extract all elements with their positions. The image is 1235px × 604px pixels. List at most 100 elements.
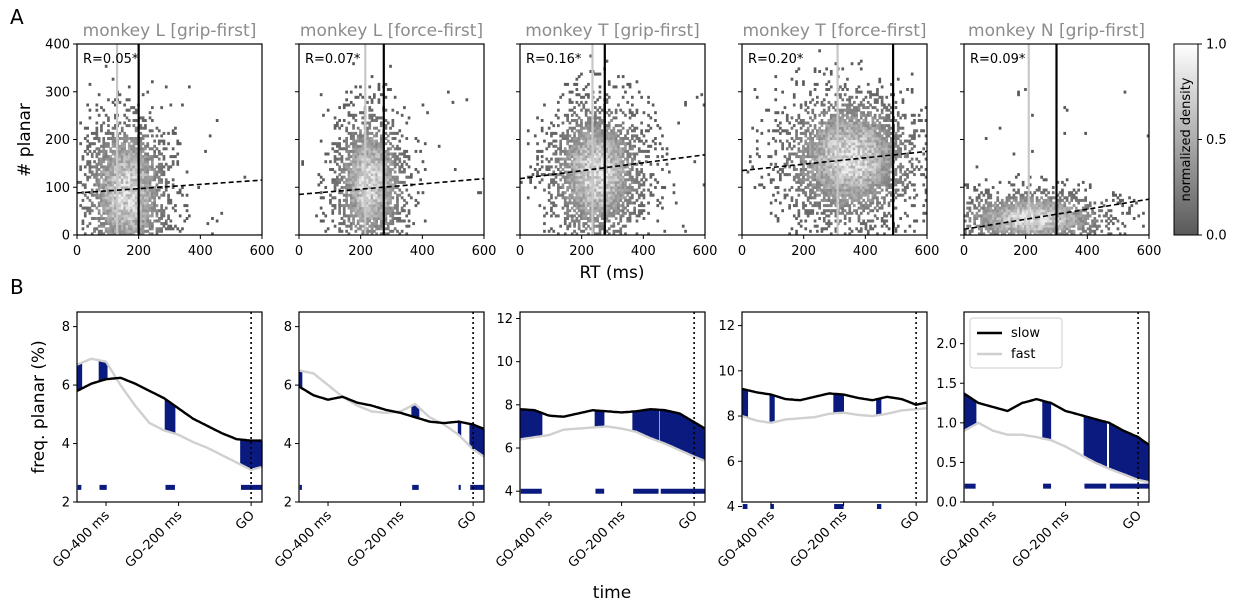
density-cell [584,147,588,151]
density-cell [832,168,835,171]
density-cell [570,232,574,236]
density-cell [822,155,826,159]
density-cell [612,160,616,164]
density-cell [368,147,372,151]
density-cell [589,160,593,164]
density-cell [799,173,803,177]
density-cell [130,173,133,177]
density-cell [795,232,798,236]
density-cell [633,201,636,205]
density-cell [600,162,604,166]
density-cell [600,168,604,171]
density-cell [767,142,771,146]
density-cell [834,157,838,161]
density-cell [419,178,422,182]
density-cell [540,178,544,182]
density-cell [373,152,376,156]
density-cell [373,144,376,148]
density-cell [83,193,87,197]
density-cell [559,186,562,189]
density-cell [834,214,838,218]
density-cell [575,113,579,117]
density-cell [97,201,101,205]
density-cell [361,206,365,210]
density-cell [631,144,634,148]
density-cell [619,160,623,164]
density-cell [857,62,861,66]
density-cell [342,219,346,223]
density-cell [598,214,602,218]
density-cell [610,211,613,215]
density-cell [361,139,365,143]
density-cell [114,211,117,215]
density-cell [596,201,599,205]
density-cell [843,180,847,184]
density-cell [816,137,819,140]
density-cell [797,147,801,151]
density-cell [605,59,609,63]
density-cell [589,193,593,197]
density-cell [605,201,609,205]
density-cell [628,219,632,223]
density-cell [331,196,335,200]
density-cell [123,137,126,140]
density-cell [104,131,108,135]
density-cell [809,162,812,166]
density-cell [338,126,341,130]
density-cell [373,204,376,208]
density-cell [626,217,630,220]
density-cell [797,149,801,153]
density-cell [857,193,861,197]
density-cell [107,98,110,102]
density-cell [628,168,632,171]
density-cell [386,149,390,153]
density-cell [637,137,641,140]
density-cell [398,193,402,197]
density-cell [132,139,136,143]
density-cell [820,191,824,195]
density-cell [566,149,569,153]
density-cell [379,121,383,125]
density-cell [368,124,372,128]
density-cell [359,157,362,161]
density-cell [832,137,835,140]
density-cell [783,162,787,166]
density-cell [788,206,791,210]
density-cell [626,186,630,189]
density-cell [850,144,854,148]
density-cell [104,170,108,174]
density-cell [120,155,124,159]
density-cell [375,224,378,228]
density-cell [125,165,129,169]
density-cell [370,170,374,174]
density-cell [384,191,388,195]
density-cell [107,206,110,210]
density-cell [811,204,815,208]
density-cell [573,157,576,161]
density-cell [349,183,353,187]
density-cell [141,196,145,200]
density-cell [552,170,556,174]
density-cell [661,196,664,200]
density-cell [111,77,115,81]
density-cell [125,227,129,231]
density-cell [559,193,562,197]
density-cell [97,196,101,200]
density-cell [621,175,625,179]
density-cell [134,229,138,233]
density-cell [822,144,826,148]
density-cell [127,85,131,89]
density-cell [361,121,365,125]
density-cell [859,227,863,231]
density-cell [783,193,787,197]
density-cell [577,196,581,200]
density-cell [839,160,842,164]
density-cell [600,206,604,210]
density-cell [612,149,616,153]
density-cell [829,180,833,184]
density-cell [575,155,579,159]
density-cell [111,201,115,205]
density-cell [141,224,145,228]
density-cell [827,121,831,125]
density-cell [843,126,847,130]
